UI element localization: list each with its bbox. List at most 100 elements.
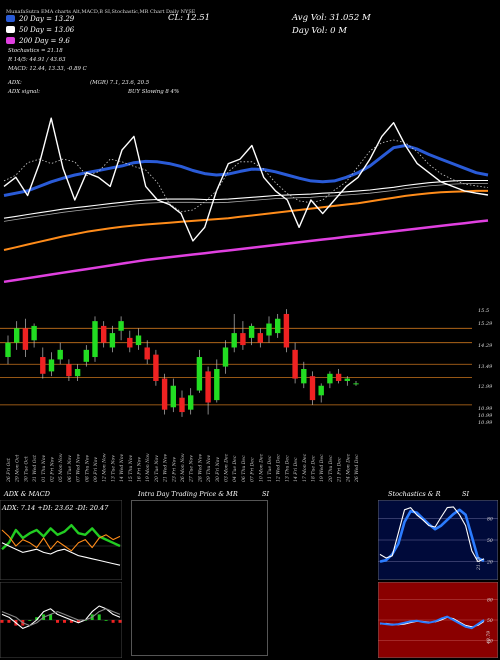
candle-body (135, 335, 142, 346)
date-label: 12 Mon Nov (102, 453, 108, 482)
candle-body (318, 385, 324, 396)
series-line-adx (1, 542, 121, 566)
avg-volume: Avg Vol: 31.052 M (292, 13, 371, 23)
price-level-label: 10.99 (478, 420, 493, 426)
intraday-title: Intra Day Trading Price & MR (138, 490, 238, 498)
adx-readout: ADX: 7.14 +DI: 23.62 -DI: 20.47 (1, 504, 109, 512)
series-line-signal (1, 608, 121, 627)
macd-histogram-bar (56, 620, 59, 623)
date-label: 21 Fri Dec (337, 457, 343, 483)
stochastics-panel: 80 50 20 21.18 (378, 500, 498, 580)
candle-body (66, 364, 72, 377)
legend-50-day-label: 50 Day = 13.06 (19, 26, 75, 34)
date-label: 24 Mon Dec (345, 453, 351, 483)
candle-body (179, 397, 185, 413)
legend-50-day: 50 Day = 13.06 (6, 26, 74, 34)
series-line-d (379, 506, 485, 563)
close-price: CL: 12.51 (168, 13, 211, 23)
date-label: 08 Thu Nov (84, 454, 90, 482)
moving-average-chart (3, 117, 489, 284)
stochastics-title: Stochastics & R (388, 490, 441, 498)
candle-body (118, 321, 124, 331)
chart-top-line: MunafaSutra EMA charts Alt,MACD,B SI,Sto… (6, 9, 196, 15)
ma-legend: 20 Day = 13.29 50 Day = 13.06 200 Day = … (6, 15, 74, 45)
adx-panel-frame (0, 500, 122, 580)
candle-body (188, 395, 194, 410)
mr-value-label: 49.79 (486, 631, 492, 645)
candle-body (266, 323, 272, 336)
date-label: 31 Wed Oct (32, 455, 38, 482)
series-line-100-day (3, 189, 488, 251)
adx-panel: ADX: 7.14 +DI: 23.62 -DI: 20.47 (0, 500, 122, 580)
date-label: 27 Tue Nov (189, 455, 195, 483)
adx-value: (MGR) 7.1, 23.6, 20.5 (90, 80, 150, 86)
date-label: 28 Wed Nov (197, 453, 203, 483)
macd-histogram-bar (0, 620, 4, 623)
mr-tick-label: 50 (487, 618, 493, 624)
macd-histogram-bar (76, 620, 80, 623)
price-level-label: 10.99 (478, 413, 493, 419)
macd-histogram-bar (111, 620, 115, 623)
legend-200-day-swatch (6, 37, 15, 44)
legend-20-day-swatch (6, 15, 15, 22)
candle-body (222, 347, 229, 367)
date-label: 16 Fri Nov (137, 457, 143, 482)
candle-body (170, 385, 176, 408)
candle-body (92, 321, 98, 358)
candle-body (31, 325, 37, 341)
date-label: 10 Mon Dec (258, 453, 264, 482)
date-label: 19 Wed Dec (319, 454, 325, 482)
series-line-macd (1, 605, 121, 629)
date-label: 13 Thu Dec (284, 455, 290, 482)
date-label: 09 Fri Nov (93, 457, 99, 482)
macd-histogram-bar (118, 620, 122, 623)
macd-panel (0, 582, 122, 658)
candle-body (109, 333, 116, 348)
candle-body (153, 354, 159, 381)
date-label: 30 Tue Oct (23, 456, 29, 482)
candle-body (127, 337, 133, 348)
macd-histogram-bar (63, 620, 66, 623)
date-label: 14 Wed Nov (119, 453, 125, 482)
r-value: R 14/5: 44.91 / 43.63 (8, 57, 66, 63)
date-label: 26 Wed Dec (354, 454, 360, 483)
date-label: 07 Wed Nov (76, 453, 82, 482)
adx-signal-value: BUY Slowing 8 4% (128, 89, 180, 95)
candle-body (74, 369, 81, 377)
candle-body (161, 378, 168, 410)
candle-body (344, 378, 350, 381)
series-line-di (1, 529, 121, 552)
candle-body (240, 333, 246, 346)
macd-histogram-bar (35, 617, 39, 620)
date-label: 03 Mon Dec (224, 453, 230, 482)
macd-histogram-bar (69, 620, 73, 623)
date-label: 06 Thu Dec (241, 455, 247, 482)
legend-50-day-swatch (6, 26, 15, 33)
adx-signal-label: ADX signal: (8, 89, 40, 95)
legend-200-day-label: 200 Day = 9.6 (19, 37, 70, 45)
candle-body (83, 349, 89, 362)
price-level-label: 14.29 (478, 343, 493, 349)
candle-body (214, 369, 220, 401)
stochastics-tick-label: 80 (487, 516, 493, 522)
date-label: 13 Tue Nov (110, 455, 116, 482)
macd-histogram-bar (7, 620, 11, 623)
date-label: 02 Fri Nov (50, 457, 56, 482)
day-volume: Day Vol: 0 M (292, 26, 347, 36)
date-label: 18 Tue Dec (311, 455, 317, 482)
adx-label: ADX: (8, 80, 22, 86)
date-label: 26 Mon Nov (180, 453, 186, 483)
candle-body (248, 325, 255, 338)
candle-body (22, 328, 29, 350)
date-label: 12 Wed Dec (276, 454, 282, 482)
adx-macd-title: ADX & MACD (4, 490, 50, 498)
stochastics-tick-label: 20 (486, 560, 493, 566)
candle-body (48, 359, 55, 372)
macd-histogram-bar (28, 620, 32, 621)
intraday-panel (131, 500, 268, 656)
series-line-200-day (3, 219, 489, 284)
macd-histogram-bar (97, 614, 101, 620)
date-label: 26 Fri Oct (6, 458, 12, 483)
price-level-label: 13.49 (478, 364, 493, 370)
legend-20-day: 20 Day = 13.29 (6, 15, 74, 23)
